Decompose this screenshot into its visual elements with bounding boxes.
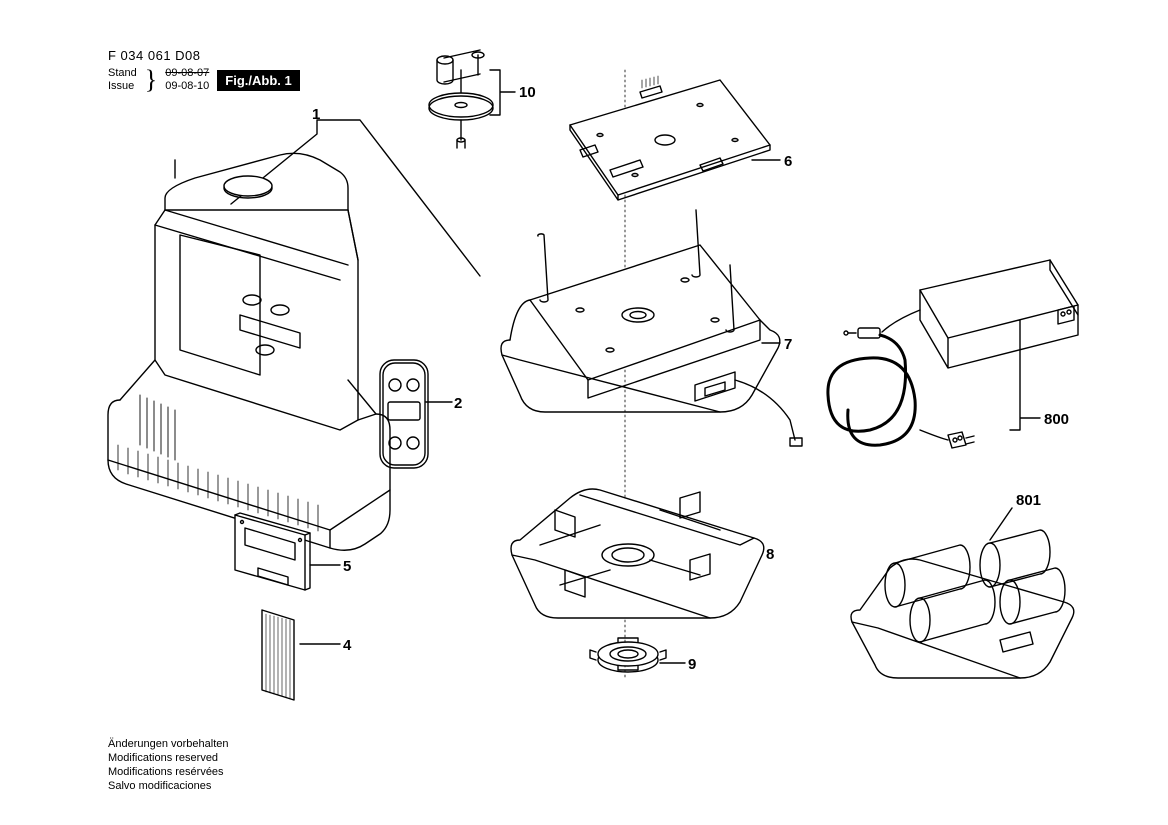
part-8-lower-frame bbox=[511, 489, 764, 618]
part-9-ring bbox=[590, 638, 666, 672]
part-1-housing bbox=[108, 153, 390, 550]
exploded-diagram bbox=[0, 0, 1168, 825]
part-7-mid-base bbox=[501, 210, 802, 446]
part-801-battery bbox=[851, 530, 1074, 678]
part-5-display-pcb bbox=[235, 513, 310, 590]
part-10-knob bbox=[429, 50, 493, 148]
part-6-pcb bbox=[570, 76, 770, 200]
part-800-charger bbox=[828, 260, 1078, 448]
part-4-ribbon bbox=[262, 610, 294, 700]
part-2-keypad bbox=[380, 360, 428, 468]
